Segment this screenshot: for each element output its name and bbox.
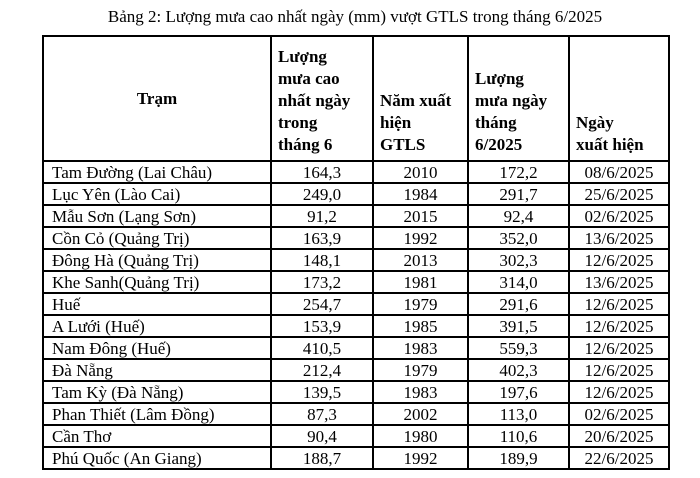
record-year-cell: 1983	[372, 336, 469, 360]
col-header-max-daily-rain-june: Lượng mưa cao nhất ngày trong tháng 6	[270, 35, 374, 162]
table-row: Tam Kỳ (Đà Nẵng) 139,5 1983 197,6 12/6/2025	[42, 380, 670, 404]
occurrence-date-cell: 12/6/2025	[568, 248, 670, 272]
daily-rain-2025-cell: 172,2	[467, 160, 570, 184]
record-year-cell: 1983	[372, 380, 469, 404]
max-daily-rain-cell: 173,2	[270, 270, 374, 294]
record-year-cell: 2002	[372, 402, 469, 426]
station-cell: Mẫu Sơn (Lạng Sơn)	[42, 204, 272, 228]
daily-rain-2025-cell: 113,0	[467, 402, 570, 426]
col-header-record-year-gtls: Năm xuất hiện GTLS	[372, 35, 469, 162]
daily-rain-2025-cell: 391,5	[467, 314, 570, 338]
station-cell: A Lưới (Huế)	[42, 314, 272, 338]
table-row: Khe Sanh(Quảng Trị) 173,2 1981 314,0 13/6/20…	[42, 270, 670, 294]
record-year-cell: 1979	[372, 358, 469, 382]
table-row: Huế 254,7 1979 291,6 12/6/2025	[42, 292, 670, 316]
table-row: Đông Hà (Quảng Trị) 148,1 2013 302,3 12/6/20…	[42, 248, 670, 272]
daily-rain-2025-cell: 110,6	[467, 424, 570, 448]
daily-rain-2025-cell: 197,6	[467, 380, 570, 404]
record-year-cell: 2015	[372, 204, 469, 228]
record-year-cell: 1981	[372, 270, 469, 294]
max-daily-rain-cell: 410,5	[270, 336, 374, 360]
table-row: Phú Quốc (An Giang) 188,7 1992 189,9 22/6/20…	[42, 446, 670, 470]
station-cell: Cần Thơ	[42, 424, 272, 448]
max-daily-rain-cell: 90,4	[270, 424, 374, 448]
occurrence-date-cell: 25/6/2025	[568, 182, 670, 206]
daily-rain-2025-cell: 402,3	[467, 358, 570, 382]
daily-rain-2025-cell: 352,0	[467, 226, 570, 250]
max-daily-rain-cell: 163,9	[270, 226, 374, 250]
occurrence-date-cell: 12/6/2025	[568, 358, 670, 382]
station-cell: Nam Đông (Huế)	[42, 336, 272, 360]
col-header-daily-rain-june-2025: Lượng mưa ngày tháng 6/2025	[467, 35, 570, 162]
record-year-cell: 1992	[372, 446, 469, 470]
record-year-cell: 1992	[372, 226, 469, 250]
rainfall-table: Trạm Lượng mưa cao nhất ngày trong tháng…	[42, 35, 670, 470]
occurrence-date-cell: 13/6/2025	[568, 270, 670, 294]
max-daily-rain-cell: 87,3	[270, 402, 374, 426]
table-row: Cần Thơ 90,4 1980 110,6 20/6/2025	[42, 424, 670, 448]
table-row: Tam Đường (Lai Châu) 164,3 2010 172,2 08/6/2…	[42, 160, 670, 184]
max-daily-rain-cell: 139,5	[270, 380, 374, 404]
daily-rain-2025-cell: 291,6	[467, 292, 570, 316]
station-cell: Lục Yên (Lào Cai)	[42, 182, 272, 206]
occurrence-date-cell: 12/6/2025	[568, 292, 670, 316]
col-header-occurrence-date: Ngày xuất hiện	[568, 35, 670, 162]
table-row: Cồn Cỏ (Quảng Trị) 163,9 1992 352,0 13/6/202…	[42, 226, 670, 250]
table-row: Đà Nẵng 212,4 1979 402,3 12/6/2025	[42, 358, 670, 382]
daily-rain-2025-cell: 92,4	[467, 204, 570, 228]
table-body: Tam Đường (Lai Châu) 164,3 2010 172,2 08/6/2…	[42, 160, 670, 470]
record-year-cell: 1985	[372, 314, 469, 338]
occurrence-date-cell: 12/6/2025	[568, 336, 670, 360]
daily-rain-2025-cell: 189,9	[467, 446, 570, 470]
record-year-cell: 2010	[372, 160, 469, 184]
station-cell: Tam Kỳ (Đà Nẵng)	[42, 380, 272, 404]
occurrence-date-cell: 08/6/2025	[568, 160, 670, 184]
station-cell: Cồn Cỏ (Quảng Trị)	[42, 226, 272, 250]
max-daily-rain-cell: 164,3	[270, 160, 374, 184]
max-daily-rain-cell: 91,2	[270, 204, 374, 228]
col-header-station: Trạm	[42, 35, 272, 162]
table-row: Nam Đông (Huế) 410,5 1983 559,3 12/6/2025	[42, 336, 670, 360]
record-year-cell: 1984	[372, 182, 469, 206]
max-daily-rain-cell: 148,1	[270, 248, 374, 272]
table-row: Mẫu Sơn (Lạng Sơn) 91,2 2015 92,4 02/6/2025	[42, 204, 670, 228]
table-caption: Bảng 2: Lượng mưa cao nhất ngày (mm) vượ…	[107, 7, 603, 26]
table-row: A Lưới (Huế) 153,9 1985 391,5 12/6/2025	[42, 314, 670, 338]
daily-rain-2025-cell: 314,0	[467, 270, 570, 294]
header-row: Trạm Lượng mưa cao nhất ngày trong tháng…	[42, 35, 670, 162]
station-cell: Đông Hà (Quảng Trị)	[42, 248, 272, 272]
max-daily-rain-cell: 212,4	[270, 358, 374, 382]
max-daily-rain-cell: 153,9	[270, 314, 374, 338]
station-cell: Đà Nẵng	[42, 358, 272, 382]
occurrence-date-cell: 12/6/2025	[568, 314, 670, 338]
table-row: Phan Thiết (Lâm Đồng) 87,3 2002 113,0 02/6/2…	[42, 402, 670, 426]
station-cell: Huế	[42, 292, 272, 316]
record-year-cell: 1979	[372, 292, 469, 316]
daily-rain-2025-cell: 302,3	[467, 248, 570, 272]
occurrence-date-cell: 20/6/2025	[568, 424, 670, 448]
station-cell: Phú Quốc (An Giang)	[42, 446, 272, 470]
occurrence-date-cell: 13/6/2025	[568, 226, 670, 250]
occurrence-date-cell: 02/6/2025	[568, 402, 670, 426]
table-row: Lục Yên (Lào Cai) 249,0 1984 291,7 25/6/2025	[42, 182, 670, 206]
record-year-cell: 1980	[372, 424, 469, 448]
station-cell: Khe Sanh(Quảng Trị)	[42, 270, 272, 294]
record-year-cell: 2013	[372, 248, 469, 272]
occurrence-date-cell: 22/6/2025	[568, 446, 670, 470]
daily-rain-2025-cell: 559,3	[467, 336, 570, 360]
max-daily-rain-cell: 188,7	[270, 446, 374, 470]
station-cell: Phan Thiết (Lâm Đồng)	[42, 402, 272, 426]
station-cell: Tam Đường (Lai Châu)	[42, 160, 272, 184]
max-daily-rain-cell: 254,7	[270, 292, 374, 316]
occurrence-date-cell: 12/6/2025	[568, 380, 670, 404]
max-daily-rain-cell: 249,0	[270, 182, 374, 206]
daily-rain-2025-cell: 291,7	[467, 182, 570, 206]
occurrence-date-cell: 02/6/2025	[568, 204, 670, 228]
